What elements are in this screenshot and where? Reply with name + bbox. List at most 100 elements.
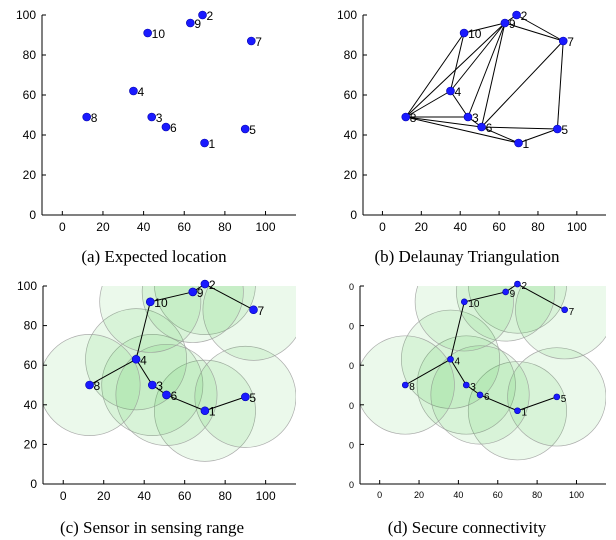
node-label-1: 1 (209, 405, 216, 419)
node-label-2: 2 (209, 278, 216, 292)
edge-4-10 (450, 301, 465, 360)
y-tick-label: 40 (344, 128, 358, 142)
x-tick-label: 60 (178, 489, 192, 503)
y-tick-label: 0 (349, 322, 354, 332)
x-tick-label: 40 (137, 220, 151, 234)
x-tick-label: 100 (256, 489, 276, 503)
edge-10-9 (150, 291, 193, 303)
node-label-7: 7 (567, 35, 574, 49)
node-label-5: 5 (561, 123, 568, 137)
node-label-6: 6 (484, 392, 490, 403)
node-label-9: 9 (510, 289, 516, 300)
node-label-3: 3 (472, 111, 479, 125)
node-label-1: 1 (209, 137, 216, 151)
node-6 (162, 390, 171, 400)
edge-7-5 (556, 40, 564, 130)
node-label-5: 5 (249, 123, 256, 137)
node-5 (240, 124, 250, 134)
node-9 (186, 18, 195, 28)
sensing-range-circle-10 (99, 286, 202, 353)
y-tick-label: 0 (349, 401, 354, 411)
edge-8-6 (405, 116, 482, 128)
node-7 (246, 36, 256, 46)
x-tick-label: 60 (493, 490, 503, 500)
y-tick-label: 60 (23, 88, 37, 102)
node-label-9: 9 (194, 17, 201, 31)
node-label-3: 3 (156, 111, 163, 125)
edge-2-7 (517, 283, 565, 311)
sensing-range-circle-9 (141, 286, 244, 343)
node-4 (131, 354, 141, 364)
edge-5-1 (518, 128, 558, 144)
x-tick-label: 100 (256, 220, 276, 234)
y-tick-label: 0 (350, 208, 357, 222)
node-10 (461, 298, 468, 306)
node-label-7: 7 (569, 307, 575, 318)
node-label-10: 10 (152, 27, 166, 41)
caption-d: (d) Secure connectivity (388, 518, 547, 537)
edge-9-3 (467, 22, 506, 118)
node-8 (85, 380, 94, 390)
node-label-2: 2 (521, 281, 527, 292)
x-tick-label: 0 (60, 489, 67, 503)
node-5 (241, 392, 250, 402)
edge-10-9 (463, 22, 506, 34)
y-tick-label: 100 (17, 279, 37, 293)
node-1 (514, 407, 521, 415)
y-tick-label: 0 (349, 361, 354, 371)
x-tick-label: 60 (178, 220, 192, 234)
node-9 (188, 287, 198, 297)
node-label-4: 4 (454, 85, 461, 99)
y-tick-label: 100 (16, 8, 36, 22)
node-10 (459, 28, 469, 38)
node-label-9: 9 (197, 286, 204, 300)
edge-8-4 (405, 358, 451, 386)
node-label-10: 10 (154, 296, 168, 310)
x-tick-label: 100 (569, 490, 584, 500)
sensing-range-circle-10 (414, 286, 514, 352)
node-6 (477, 122, 486, 132)
node-9 (502, 288, 509, 296)
y-tick-label: 0 (349, 440, 354, 450)
node-5 (553, 124, 562, 134)
edge-4-3 (450, 358, 467, 386)
edge-8-4 (89, 358, 137, 386)
edge-5-6 (481, 126, 558, 130)
y-tick-label: 80 (24, 319, 38, 333)
node-10 (145, 297, 155, 307)
panel-c-sensor-in-sensing-range: (c) Sensor in sensing range 0 20 40 60 80 100… (17, 278, 296, 537)
node-2 (198, 10, 207, 20)
node-2 (200, 279, 210, 289)
node-label-10: 10 (468, 299, 480, 310)
node-label-1: 1 (523, 137, 530, 151)
y-tick-label: 80 (23, 48, 37, 62)
edge-9-7 (504, 22, 564, 42)
node-label-4: 4 (140, 353, 147, 367)
node-8 (401, 112, 411, 122)
x-tick-label: 0 (59, 220, 66, 234)
node-7 (249, 305, 258, 315)
node-label-1: 1 (521, 408, 527, 419)
node-label-5: 5 (249, 391, 256, 405)
y-tick-label: 40 (23, 128, 37, 142)
edge-10-9 (464, 291, 506, 303)
x-tick-label: 40 (454, 220, 468, 234)
node-label-2: 2 (521, 9, 528, 23)
node-label-9: 9 (509, 17, 516, 31)
x-tick-label: 40 (453, 490, 463, 500)
node-label-6: 6 (170, 389, 177, 403)
node-label-8: 8 (410, 111, 417, 125)
edge-2-7 (516, 14, 564, 42)
x-tick-label: 80 (531, 220, 545, 234)
x-tick-label: 80 (532, 490, 542, 500)
node-3 (147, 380, 157, 390)
edge-4-10 (135, 301, 151, 360)
edge-4-3 (135, 358, 153, 386)
edge-6-1 (479, 394, 518, 412)
caption-b: (b) Delaunay Triangulation (374, 247, 560, 266)
node-label-3: 3 (156, 379, 163, 393)
edge-7-6 (481, 40, 564, 128)
edge-2-7 (204, 283, 254, 311)
edge-9-6 (481, 22, 506, 128)
